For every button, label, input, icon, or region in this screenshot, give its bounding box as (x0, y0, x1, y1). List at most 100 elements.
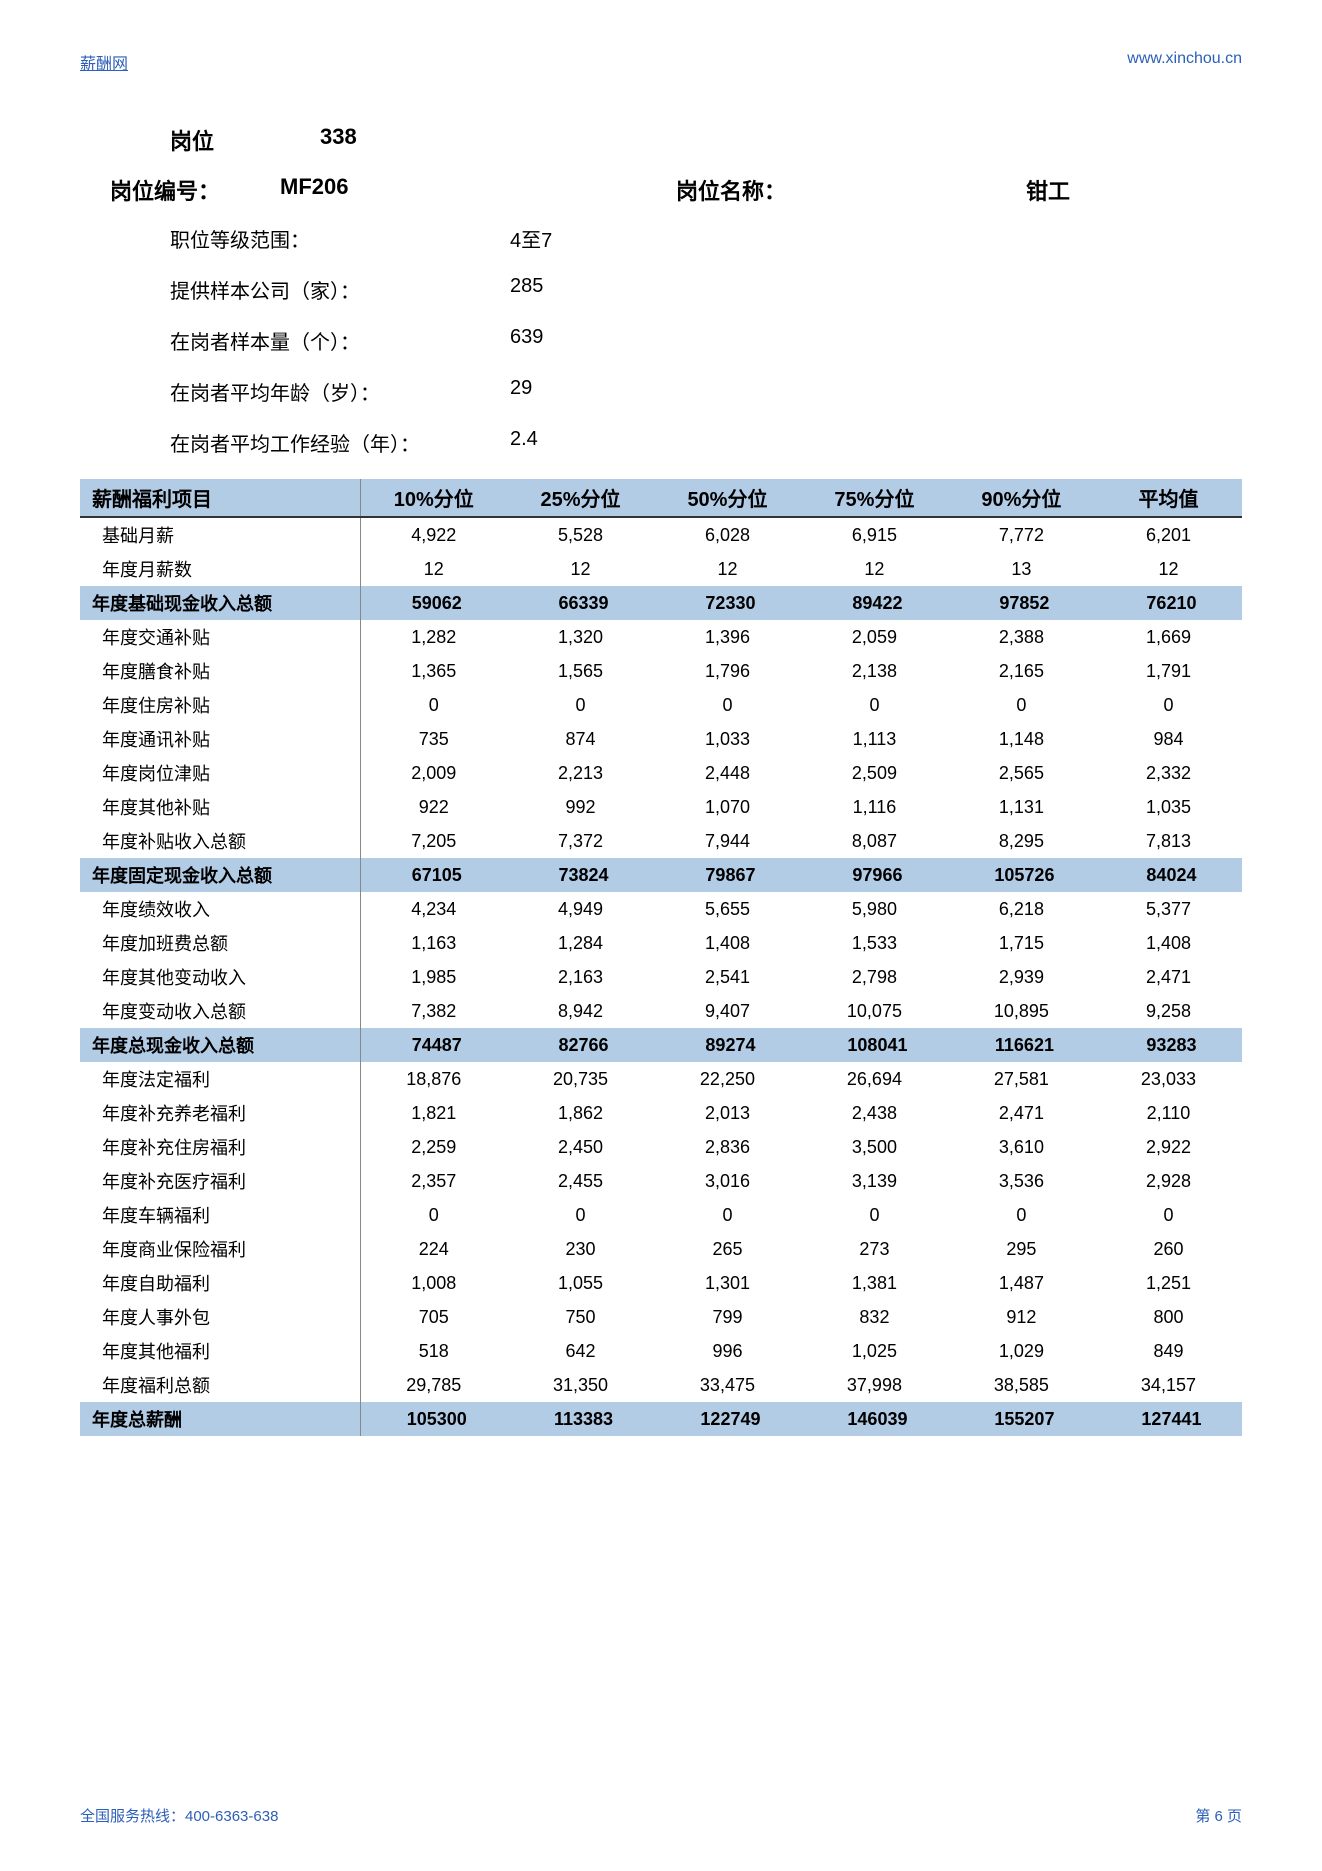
table-row: 年度岗位津贴2,0092,2132,4482,5092,5652,332 (80, 756, 1242, 790)
table-cell: 89422 (801, 586, 948, 620)
meta-value: 639 (510, 326, 543, 355)
table-cell: 3,610 (948, 1130, 1095, 1164)
table-cell: 7,372 (507, 824, 654, 858)
table-cell: 127441 (1095, 1402, 1242, 1436)
table-cell: 10,075 (801, 994, 948, 1028)
table-cell: 1,113 (801, 722, 948, 756)
table-cell: 1,985 (360, 960, 507, 994)
table-row: 年度固定现金收入总额671057382479867979661057268402… (80, 858, 1242, 892)
table-row: 年度基础现金收入总额590626633972330894229785276210 (80, 586, 1242, 620)
table-cell: 1,320 (507, 620, 654, 654)
table-cell: 4,234 (360, 892, 507, 926)
table-cell: 105300 (360, 1402, 507, 1436)
table-row: 年度膳食补贴1,3651,5651,7962,1382,1651,791 (80, 654, 1242, 688)
table-cell: 2,565 (948, 756, 1095, 790)
meta-value: 4至7 (510, 224, 552, 253)
table-cell: 年度商业保险福利 (80, 1232, 360, 1266)
table-cell: 2,009 (360, 756, 507, 790)
table-cell: 8,295 (948, 824, 1095, 858)
table-cell: 3,500 (801, 1130, 948, 1164)
table-cell: 27,581 (948, 1062, 1095, 1096)
table-cell: 2,059 (801, 620, 948, 654)
table-cell: 3,016 (654, 1164, 801, 1198)
table-cell: 7,382 (360, 994, 507, 1028)
table-cell: 97966 (801, 858, 948, 892)
table-cell: 年度补充养老福利 (80, 1096, 360, 1130)
table-cell: 1,565 (507, 654, 654, 688)
table-cell: 年度车辆福利 (80, 1198, 360, 1232)
meta-value: 285 (510, 275, 543, 304)
col-header: 平均值 (1095, 479, 1242, 517)
table-cell: 7,772 (948, 517, 1095, 552)
table-cell: 2,332 (1095, 756, 1242, 790)
table-cell: 1,148 (948, 722, 1095, 756)
table-header-row: 薪酬福利项目 10%分位 25%分位 50%分位 75%分位 90%分位 平均值 (80, 479, 1242, 517)
table-row: 年度交通补贴1,2821,3201,3962,0592,3881,669 (80, 620, 1242, 654)
table-cell: 年度补贴收入总额 (80, 824, 360, 858)
table-cell: 2,438 (801, 1096, 948, 1130)
table-cell: 33,475 (654, 1368, 801, 1402)
code-value: MF206 (280, 174, 420, 206)
table-cell: 66339 (507, 586, 654, 620)
table-row: 年度补充住房福利2,2592,4502,8363,5003,6102,922 (80, 1130, 1242, 1164)
table-cell: 984 (1095, 722, 1242, 756)
table-cell: 1,163 (360, 926, 507, 960)
table-cell: 2,836 (654, 1130, 801, 1164)
table-cell: 1,029 (948, 1334, 1095, 1368)
table-cell: 2,798 (801, 960, 948, 994)
table-row: 年度加班费总额1,1631,2841,4081,5331,7151,408 (80, 926, 1242, 960)
table-row: 年度法定福利18,87620,73522,25026,69427,58123,0… (80, 1062, 1242, 1096)
table-cell: 年度其他变动收入 (80, 960, 360, 994)
table-cell: 10,895 (948, 994, 1095, 1028)
table-cell: 12 (654, 552, 801, 586)
table-cell: 4,922 (360, 517, 507, 552)
table-row: 年度变动收入总额7,3828,9429,40710,07510,8959,258 (80, 994, 1242, 1028)
table-cell: 912 (948, 1300, 1095, 1334)
table-row: 年度车辆福利000000 (80, 1198, 1242, 1232)
table-cell: 260 (1095, 1232, 1242, 1266)
table-cell: 518 (360, 1334, 507, 1368)
table-cell: 0 (801, 688, 948, 722)
table-cell: 1,301 (654, 1266, 801, 1300)
table-row: 年度人事外包705750799832912800 (80, 1300, 1242, 1334)
table-row: 年度绩效收入4,2344,9495,6555,9806,2185,377 (80, 892, 1242, 926)
table-row: 年度通讯补贴7358741,0331,1131,148984 (80, 722, 1242, 756)
table-cell: 6,201 (1095, 517, 1242, 552)
table-cell: 146039 (801, 1402, 948, 1436)
table-cell: 年度总薪酬 (80, 1402, 360, 1436)
table-cell: 2,541 (654, 960, 801, 994)
table-cell: 1,131 (948, 790, 1095, 824)
table-cell: 37,998 (801, 1368, 948, 1402)
meta-value: 29 (510, 377, 532, 406)
table-cell: 0 (360, 1198, 507, 1232)
table-cell: 9,407 (654, 994, 801, 1028)
table-cell: 2,259 (360, 1130, 507, 1164)
table-cell: 38,585 (948, 1368, 1095, 1402)
table-cell: 1,055 (507, 1266, 654, 1300)
table-cell: 2,357 (360, 1164, 507, 1198)
footer-page: 第 6 页 (1195, 1805, 1242, 1826)
table-cell: 18,876 (360, 1062, 507, 1096)
table-row: 年度其他变动收入1,9852,1632,5412,7982,9392,471 (80, 960, 1242, 994)
brand-link[interactable]: 薪酬网 (80, 50, 128, 74)
table-cell: 705 (360, 1300, 507, 1334)
table-cell: 年度补充住房福利 (80, 1130, 360, 1164)
site-url[interactable]: www.xinchou.cn (1127, 50, 1242, 74)
table-cell: 5,377 (1095, 892, 1242, 926)
table-cell: 1,715 (948, 926, 1095, 960)
table-cell: 0 (948, 1198, 1095, 1232)
col-header: 75%分位 (801, 479, 948, 517)
table-cell: 1,791 (1095, 654, 1242, 688)
table-cell: 0 (801, 1198, 948, 1232)
table-cell: 2,388 (948, 620, 1095, 654)
table-cell: 6,028 (654, 517, 801, 552)
table-cell: 年度其他补贴 (80, 790, 360, 824)
table-cell: 265 (654, 1232, 801, 1266)
table-cell: 230 (507, 1232, 654, 1266)
table-cell: 1,025 (801, 1334, 948, 1368)
table-row: 年度补充医疗福利2,3572,4553,0163,1393,5362,928 (80, 1164, 1242, 1198)
table-cell: 735 (360, 722, 507, 756)
table-cell: 2,448 (654, 756, 801, 790)
table-cell: 2,013 (654, 1096, 801, 1130)
table-cell: 799 (654, 1300, 801, 1334)
